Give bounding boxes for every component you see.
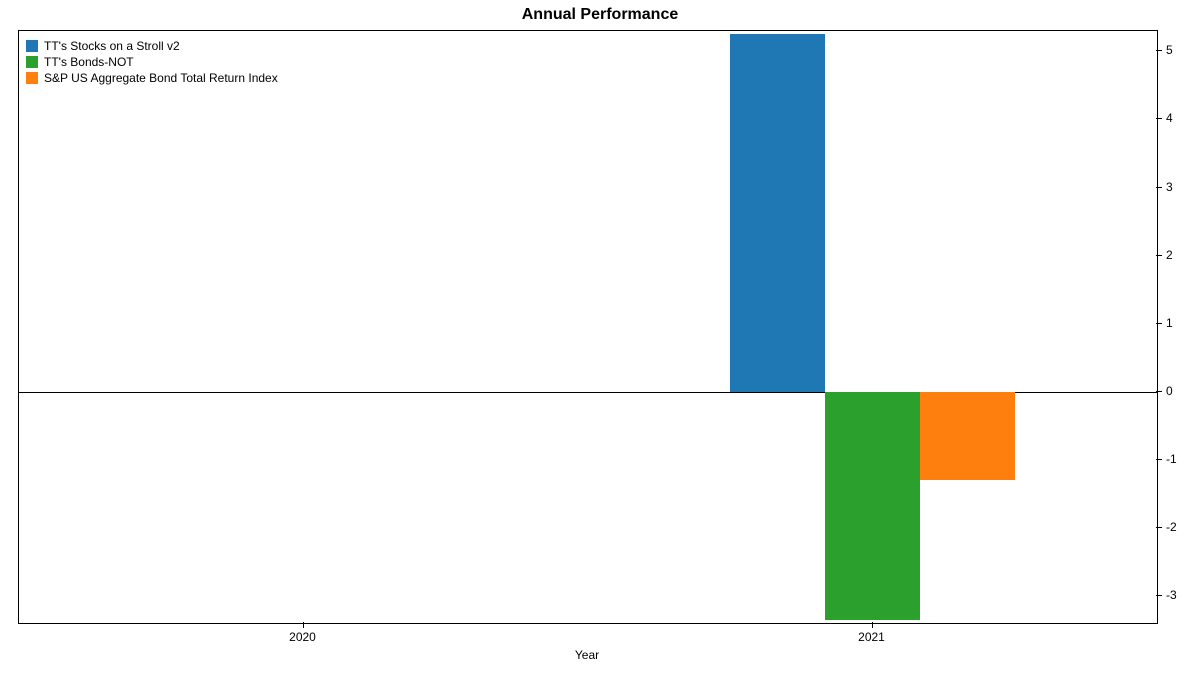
- y-tick: [1156, 323, 1162, 324]
- chart-container: Annual Performance TT's Stocks on a Stro…: [0, 0, 1200, 675]
- y-tick: [1156, 527, 1162, 528]
- legend-swatch: [26, 40, 38, 52]
- x-tick: [872, 622, 873, 628]
- legend: TT's Stocks on a Stroll v2TT's Bonds-NOT…: [26, 38, 278, 86]
- y-tick-label: -1: [1166, 452, 1177, 466]
- x-tick: [303, 622, 304, 628]
- legend-label: TT's Bonds-NOT: [44, 54, 134, 70]
- bar: [920, 392, 1015, 480]
- x-tick-label: 2020: [289, 630, 316, 644]
- y-tick-label: 3: [1166, 180, 1173, 194]
- bar: [730, 34, 825, 391]
- y-tick-label: 4: [1166, 111, 1173, 125]
- y-tick: [1156, 118, 1162, 119]
- x-tick-label: 2021: [858, 630, 885, 644]
- y-tick-label: 0: [1166, 384, 1173, 398]
- y-tick-label: 2: [1166, 248, 1173, 262]
- legend-item: S&P US Aggregate Bond Total Return Index: [26, 70, 278, 86]
- legend-swatch: [26, 56, 38, 68]
- legend-label: TT's Stocks on a Stroll v2: [44, 38, 180, 54]
- chart-title: Annual Performance: [0, 6, 1200, 24]
- y-tick-label: 5: [1166, 43, 1173, 57]
- y-tick: [1156, 50, 1162, 51]
- y-tick: [1156, 391, 1162, 392]
- legend-swatch: [26, 72, 38, 84]
- legend-item: TT's Stocks on a Stroll v2: [26, 38, 278, 54]
- y-tick: [1156, 595, 1162, 596]
- y-tick: [1156, 459, 1162, 460]
- legend-item: TT's Bonds-NOT: [26, 54, 278, 70]
- y-tick-label: -2: [1166, 520, 1177, 534]
- y-tick-label: 1: [1166, 316, 1173, 330]
- legend-label: S&P US Aggregate Bond Total Return Index: [44, 70, 278, 86]
- x-axis-title: Year: [575, 648, 599, 662]
- plot-area: [18, 30, 1158, 624]
- bar: [825, 392, 920, 620]
- y-tick-label: -3: [1166, 588, 1177, 602]
- y-tick: [1156, 187, 1162, 188]
- y-tick: [1156, 255, 1162, 256]
